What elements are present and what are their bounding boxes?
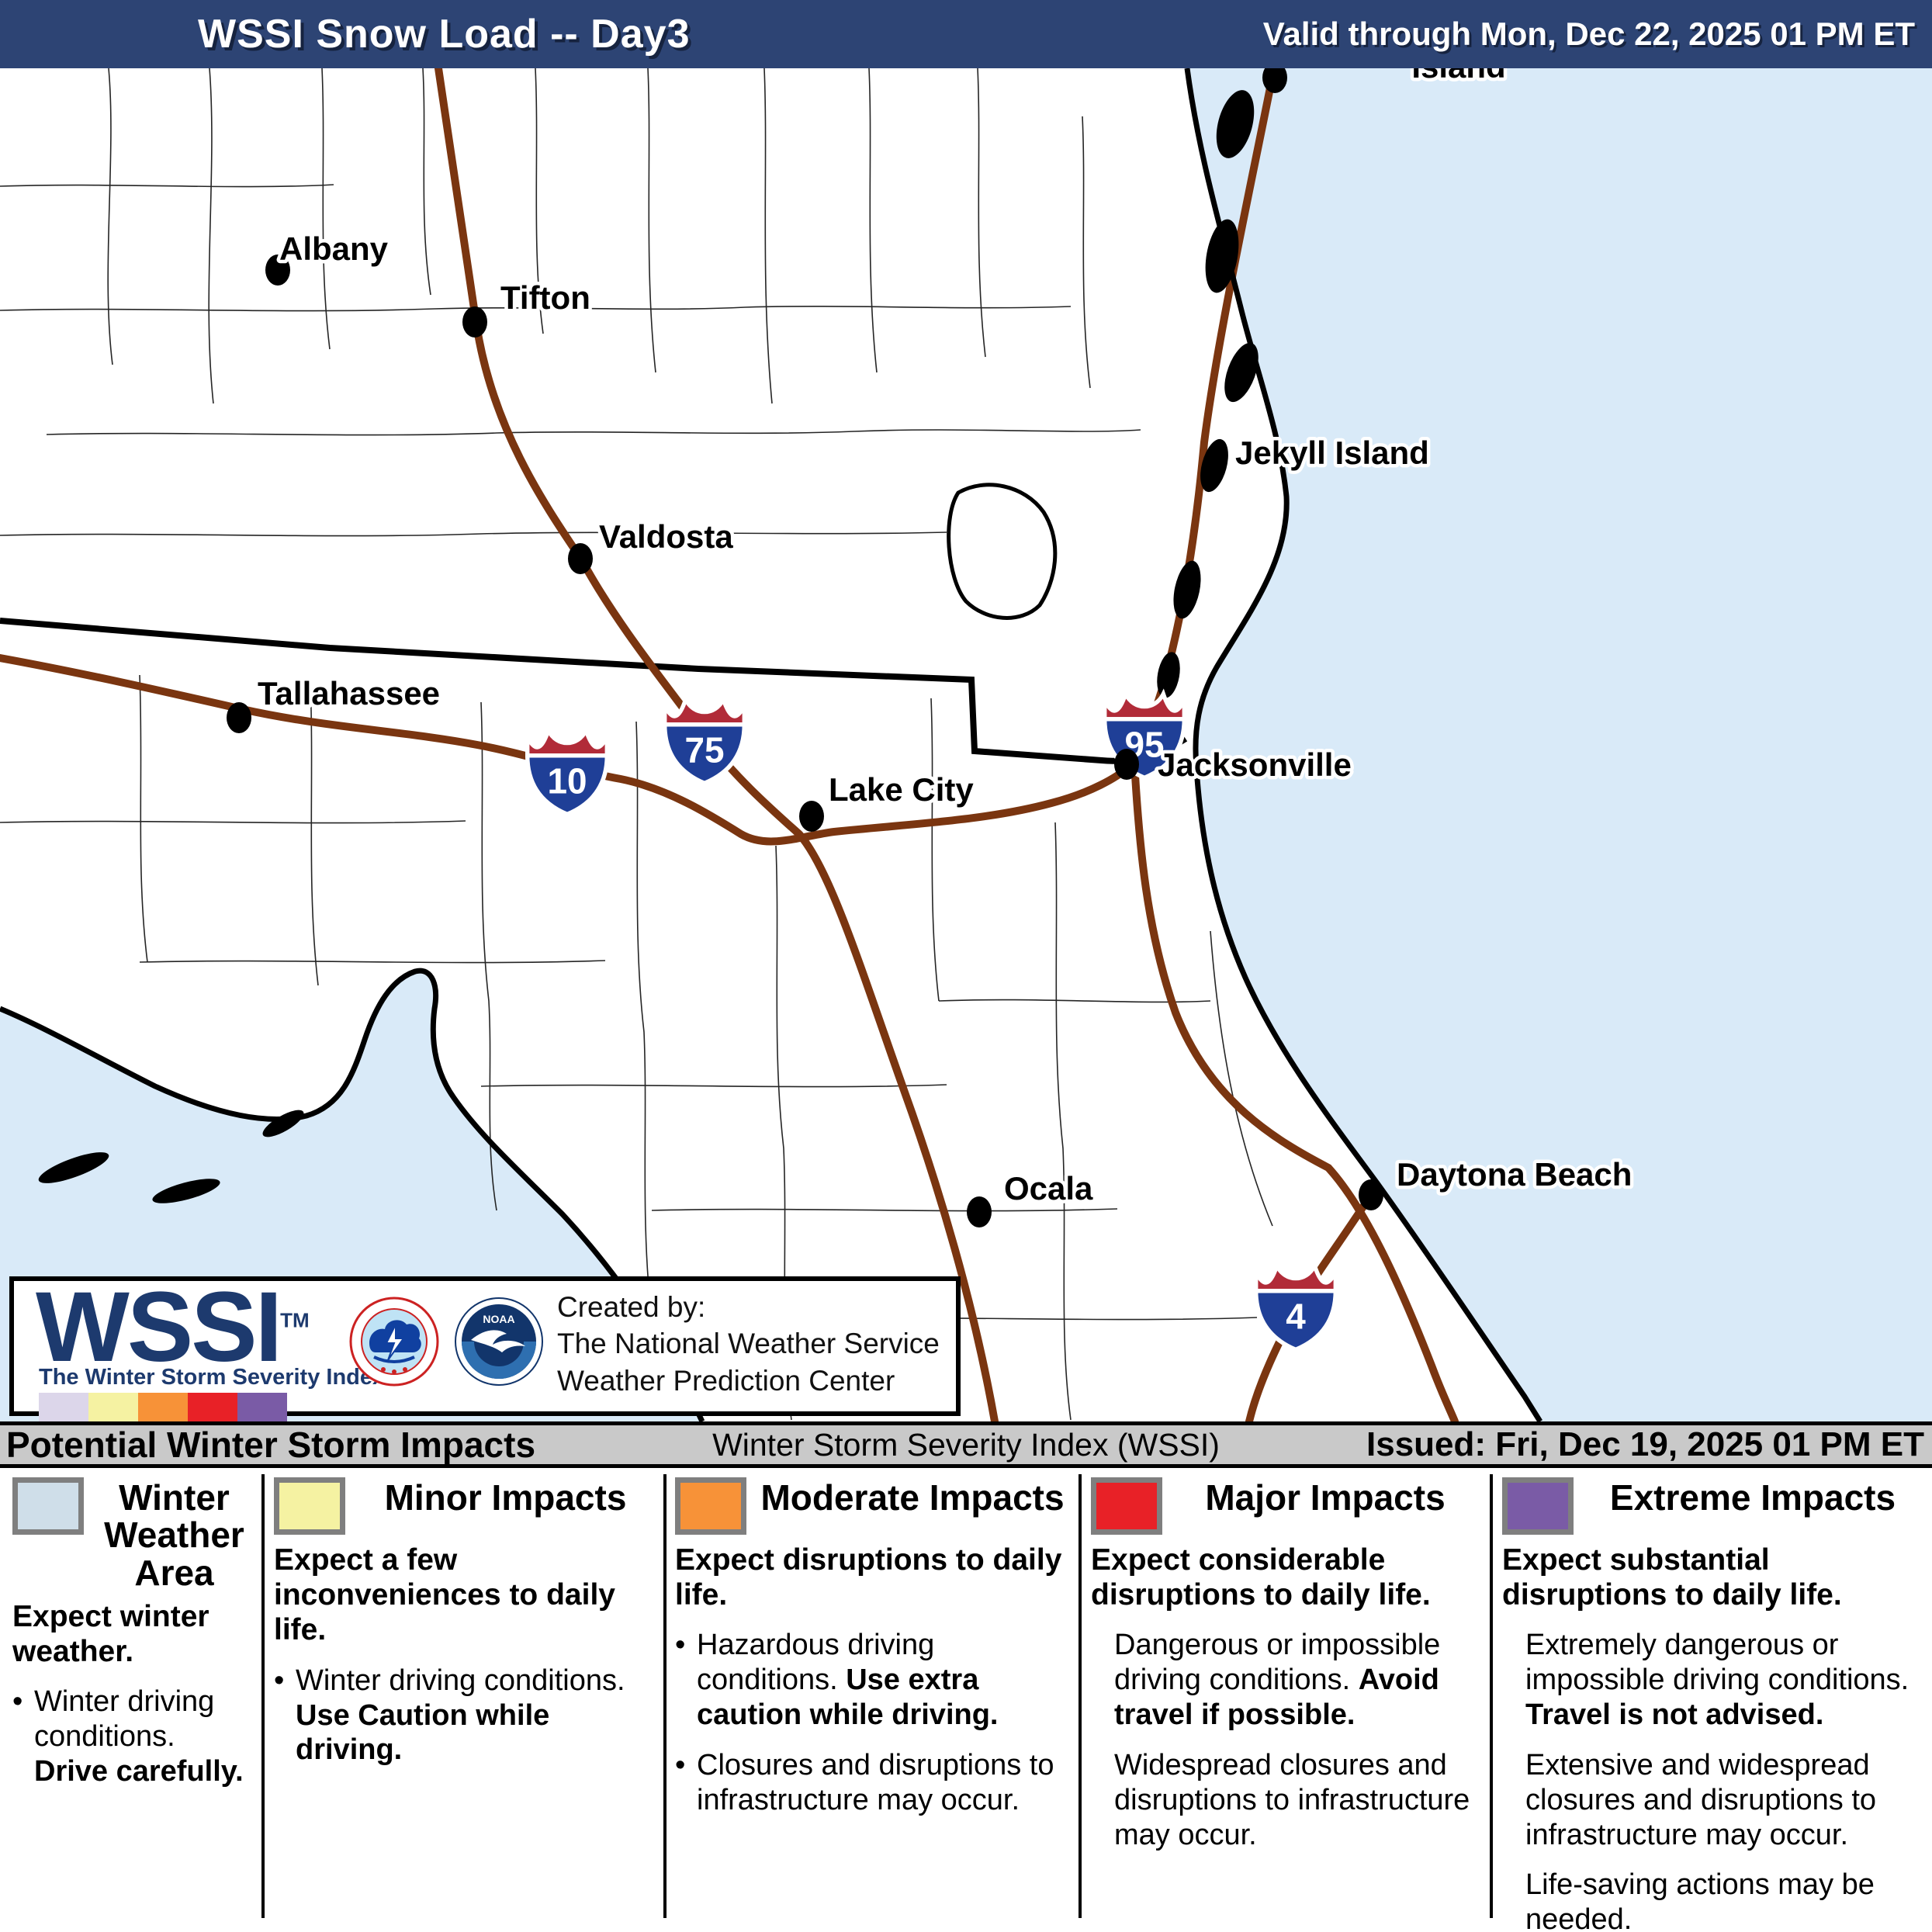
svg-text:75: 75 — [684, 729, 724, 770]
city-label-valdosta: Valdosta — [599, 518, 733, 555]
wssi-wordmark: WSSITM — [36, 1272, 310, 1383]
svg-text:NOAA: NOAA — [483, 1313, 514, 1325]
legend-divider — [663, 1474, 667, 1918]
legend-divider — [1079, 1474, 1082, 1918]
city-label-albany: Albany — [279, 230, 389, 267]
legend-column-minor-impacts: Minor Impacts Expect a few inconveniences… — [268, 1473, 660, 1926]
legend-intro: Expect considerable disruptions to daily… — [1091, 1543, 1431, 1612]
legend-item: • Hazardous driving conditions. Use extra… — [675, 1629, 999, 1732]
city-label-jekyll-island: Jekyll Island — [1235, 435, 1429, 471]
page-title: WSSI Snow Load -- Day3 — [198, 12, 691, 57]
city-dot-valdosta — [568, 543, 593, 574]
legend-item: Extremely dangerous or impossible drivin… — [1525, 1629, 1909, 1732]
strip-swatch — [39, 1393, 88, 1424]
legend-swatch-winter-weather-area — [12, 1477, 84, 1535]
city-dot-albany — [265, 254, 290, 286]
issued-label: Issued: Fri, Dec 19, 2025 01 PM ET — [1366, 1425, 1924, 1463]
valid-through-label: Valid through Mon, Dec 22, 2025 01 PM ET — [1262, 16, 1915, 52]
city-dot-island — [1262, 68, 1287, 93]
legend-intro: Expect winter weather. — [12, 1599, 209, 1669]
trademark-symbol: TM — [280, 1308, 310, 1332]
wssi-logo-box: WSSITM The Winter Storm Severity Index N… — [9, 1272, 961, 1424]
city-label-island: Island — [1411, 68, 1505, 85]
city-label-lake-city: Lake City — [829, 771, 974, 808]
interstate-shield-10: 10 — [525, 725, 610, 817]
legend-swatch-major-impacts — [1091, 1477, 1162, 1535]
county-lines-layer — [0, 68, 1273, 1421]
legend-divider — [261, 1474, 265, 1918]
noaa-seal-icon: NOAA — [455, 1297, 543, 1386]
svg-text:10: 10 — [547, 760, 587, 801]
wssi-color-strip — [39, 1393, 287, 1424]
legend-column-moderate-impacts: Moderate Impacts Expect disruptions to da… — [669, 1473, 1072, 1926]
legend-heading: Extreme Impacts — [1609, 1477, 1896, 1518]
map-area[interactable]: 10 75 95 4 Albany Tifton Valdosta Tallahassee L… — [0, 68, 1932, 1421]
bullet-icon: • — [274, 1664, 285, 1697]
legend-intro: Expect disruptions to daily life. — [675, 1543, 1062, 1612]
legend-column-major-impacts: Major Impacts Expect considerable disrupt… — [1085, 1473, 1482, 1926]
city-dot-jacksonville — [1114, 749, 1139, 780]
strip-swatch — [138, 1393, 188, 1424]
impacts-heading: Potential Winter Storm Impacts — [6, 1425, 536, 1465]
bullet-icon: • — [675, 1748, 686, 1781]
legend-swatch-minor-impacts — [274, 1477, 345, 1535]
road-i95 — [1130, 68, 1459, 1421]
city-label-jacksonville: Jacksonville — [1158, 746, 1352, 783]
created-by-text: Created by: The National Weather Service… — [557, 1291, 940, 1397]
wssi-subtitle: Winter Storm Severity Index (WSSI) — [712, 1426, 1220, 1463]
bullet-icon: • — [675, 1629, 686, 1662]
city-dot-ocala — [967, 1196, 992, 1227]
legend-item: Dangerous or impossible driving conditio… — [1114, 1629, 1441, 1732]
city-label-tallahassee: Tallahassee — [258, 675, 440, 712]
legend-divider — [1490, 1474, 1493, 1918]
legend-heading: Minor Impacts — [384, 1477, 627, 1518]
city-label-tifton: Tifton — [500, 279, 590, 316]
interstate-shield-4: 4 — [1253, 1260, 1338, 1352]
nws-seal-icon — [349, 1297, 439, 1387]
legend-swatch-moderate-impacts — [675, 1477, 746, 1535]
legend-intro: Expect substantial disruptions to daily … — [1502, 1543, 1842, 1612]
wssi-tagline: The Winter Storm Severity Index — [39, 1365, 386, 1390]
legend-column-extreme-impacts: Extreme Impacts Expect substantial disrup… — [1496, 1473, 1926, 1932]
legend-item: Widespread closures and disruptions to i… — [1114, 1748, 1470, 1851]
city-label-ocala: Ocala — [1004, 1170, 1093, 1207]
city-dot-daytona-beach — [1359, 1179, 1383, 1210]
city-dot-tifton — [462, 306, 487, 338]
legend-item: Extensive and widespread closures and di… — [1525, 1748, 1877, 1851]
city-labels-layer: Albany Tifton Valdosta Tallahassee Lake City… — [227, 68, 1636, 1227]
legend-item: • Winter driving conditions. Use Caution … — [274, 1664, 625, 1767]
legend-heading: Moderate Impacts — [760, 1477, 1065, 1518]
interstate-shield-75: 75 — [662, 694, 747, 786]
legend-column-winter-weather-area: Winter Weather Area Expect winter weather… — [6, 1473, 258, 1926]
svg-text:4: 4 — [1286, 1296, 1306, 1336]
legend-item: • Winter driving conditions. Drive carefu… — [12, 1685, 244, 1788]
atlantic-ocean — [1187, 68, 1932, 1421]
strip-swatch — [88, 1393, 138, 1424]
title-bar: WSSI Snow Load -- Day3 Valid through Mon… — [0, 0, 1932, 68]
legend-intro: Expect a few inconveniences to daily lif… — [274, 1543, 615, 1647]
legend-swatch-extreme-impacts — [1502, 1477, 1574, 1535]
legend-item: Life-saving actions may be needed. — [1525, 1868, 1875, 1932]
impacts-legend: Winter Weather Area Expect winter weather… — [0, 1468, 1932, 1932]
bullet-icon: • — [12, 1685, 23, 1719]
legend-heading: Major Impacts — [1205, 1477, 1446, 1518]
city-label-daytona-beach: Daytona Beach — [1397, 1156, 1632, 1193]
strip-swatch — [237, 1393, 287, 1424]
city-dot-tallahassee — [227, 702, 251, 733]
status-bar: Potential Winter Storm Impacts Winter St… — [0, 1421, 1932, 1468]
legend-item: • Closures and disruptions to infrastruct… — [675, 1748, 1054, 1816]
legend-heading: Winter Weather Area — [104, 1477, 244, 1593]
marsh-islands-layer — [38, 90, 1259, 1203]
strip-swatch — [188, 1393, 237, 1424]
city-dot-lake-city — [799, 801, 824, 832]
okefenokee-outline — [947, 483, 1058, 620]
